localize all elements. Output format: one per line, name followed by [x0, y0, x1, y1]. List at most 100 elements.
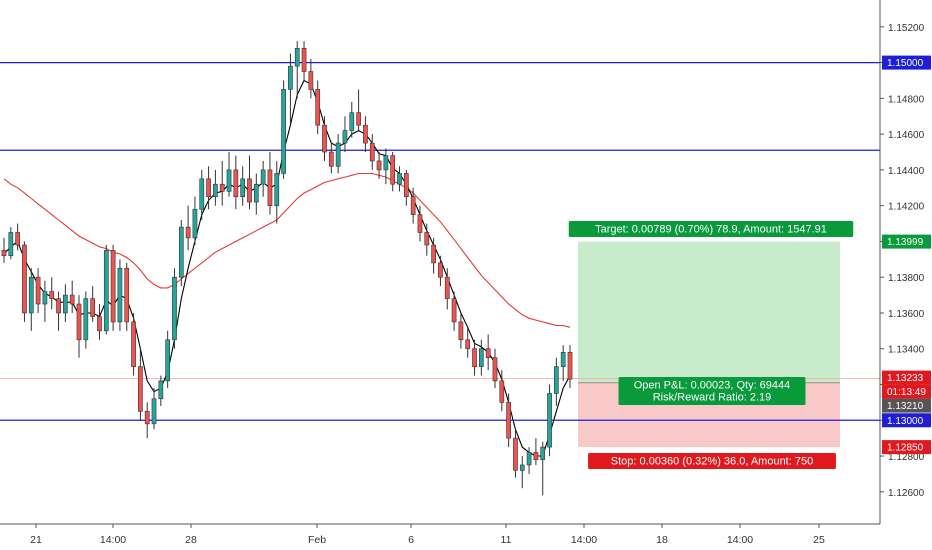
- candles: [1, 41, 573, 496]
- candle: [349, 101, 355, 138]
- candle: [110, 245, 116, 331]
- candle-body: [233, 169, 239, 198]
- target-zone: [578, 241, 840, 383]
- candle-body: [403, 173, 409, 198]
- y-tick-label: 1.12600: [888, 488, 925, 499]
- candle-body: [492, 357, 498, 382]
- candle: [117, 259, 123, 331]
- candle: [226, 152, 232, 197]
- candle-body: [485, 348, 491, 358]
- y-tick-label: 1.15200: [888, 23, 925, 34]
- x-tick-label: Feb: [308, 534, 326, 546]
- candle: [185, 205, 191, 251]
- candle: [567, 345, 573, 389]
- x-tick-label: 28: [185, 534, 197, 546]
- x-tick-label: 6: [408, 534, 414, 546]
- y-tick-label: 1.13800: [888, 273, 925, 284]
- candle-body: [22, 244, 27, 314]
- candle: [424, 223, 430, 256]
- candle: [206, 166, 211, 210]
- candle-body: [547, 393, 552, 448]
- candle: [533, 438, 539, 465]
- candle: [199, 169, 205, 220]
- target-label: Target: 0.00789 (0.70%) 78.9, Amount: 15…: [568, 221, 854, 237]
- candle-body: [390, 155, 396, 185]
- candle: [144, 402, 150, 439]
- candle: [42, 280, 48, 322]
- candle-body: [342, 130, 348, 144]
- candle: [294, 41, 300, 99]
- stop-price-tag: 1.12850: [882, 440, 931, 455]
- candle-body: [69, 294, 75, 305]
- candle: [513, 429, 518, 478]
- candle: [390, 152, 396, 192]
- candle-body: [335, 142, 341, 167]
- y-tick-label: 1.13400: [888, 345, 925, 356]
- candle-body: [444, 276, 450, 299]
- target-price-tag-text: 1.13999: [887, 237, 924, 248]
- candle: [1, 237, 7, 263]
- candle-body: [63, 294, 68, 314]
- candle: [335, 134, 341, 174]
- candle: [158, 375, 164, 406]
- moving-averages: [3, 79, 571, 457]
- candle-body: [499, 380, 505, 403]
- candle-body: [322, 124, 327, 153]
- pnl-label-text: Risk/Reward Ratio: 2.19: [653, 392, 772, 404]
- pnl-label: Open P&L: 0.00023, Qty: 69444Risk/Reward…: [618, 377, 806, 405]
- candle: [213, 169, 218, 206]
- candle-body: [226, 169, 232, 192]
- entry-price-tag: 1.13210: [882, 398, 931, 413]
- candle: [328, 143, 334, 174]
- candle-body: [308, 71, 314, 90]
- candle: [22, 241, 27, 322]
- candle-body: [110, 250, 116, 323]
- candle-body: [554, 366, 559, 394]
- moving-average-fast: [3, 79, 571, 457]
- candle: [540, 441, 546, 496]
- level-price-tag: 1.13000: [882, 413, 931, 428]
- candle: [492, 348, 498, 389]
- candle-body: [178, 226, 184, 278]
- candle: [315, 80, 321, 135]
- candle-body: [8, 232, 14, 257]
- stop-price-tag-text: 1.12850: [887, 443, 924, 454]
- candle-body: [213, 183, 218, 198]
- candle-body: [349, 112, 355, 131]
- candle: [178, 219, 184, 287]
- level-price-tag-bg: [882, 55, 931, 70]
- candle: [383, 148, 389, 185]
- x-tick-label: 18: [656, 534, 668, 546]
- candle: [288, 53, 293, 126]
- candle: [56, 291, 61, 331]
- candle: [131, 312, 136, 376]
- candle: [465, 327, 471, 358]
- candle: [438, 255, 443, 287]
- candle: [233, 155, 239, 210]
- candle: [260, 160, 266, 197]
- candle: [97, 304, 102, 340]
- price-axis-labels: 1.15000 1.13000 1.13999 1.12850 1.13233 01:13…: [882, 55, 931, 455]
- x-tick-label: 14:00: [100, 534, 126, 546]
- candle: [103, 245, 109, 335]
- candle: [458, 312, 464, 349]
- candle-body: [472, 348, 477, 367]
- candle-body: [540, 446, 546, 460]
- level-price-tag-bg: [882, 413, 931, 428]
- candle: [76, 295, 82, 358]
- candle-body: [560, 352, 566, 367]
- candle: [376, 152, 382, 179]
- current-price-tag-bg: [882, 370, 931, 385]
- current-price-tag-text: 1.13233: [887, 373, 924, 384]
- entry-price-tag-text: 1.13210: [887, 401, 924, 412]
- pnl-label-text: Open P&L: 0.00023, Qty: 69444: [634, 380, 791, 392]
- candle-body: [356, 112, 361, 126]
- target-label-bg: [568, 221, 854, 237]
- candle: [403, 169, 409, 206]
- candle-body: [458, 321, 464, 341]
- candle-body: [431, 244, 436, 264]
- candle-body: [219, 183, 225, 192]
- level-price-tag: 1.15000: [882, 55, 931, 70]
